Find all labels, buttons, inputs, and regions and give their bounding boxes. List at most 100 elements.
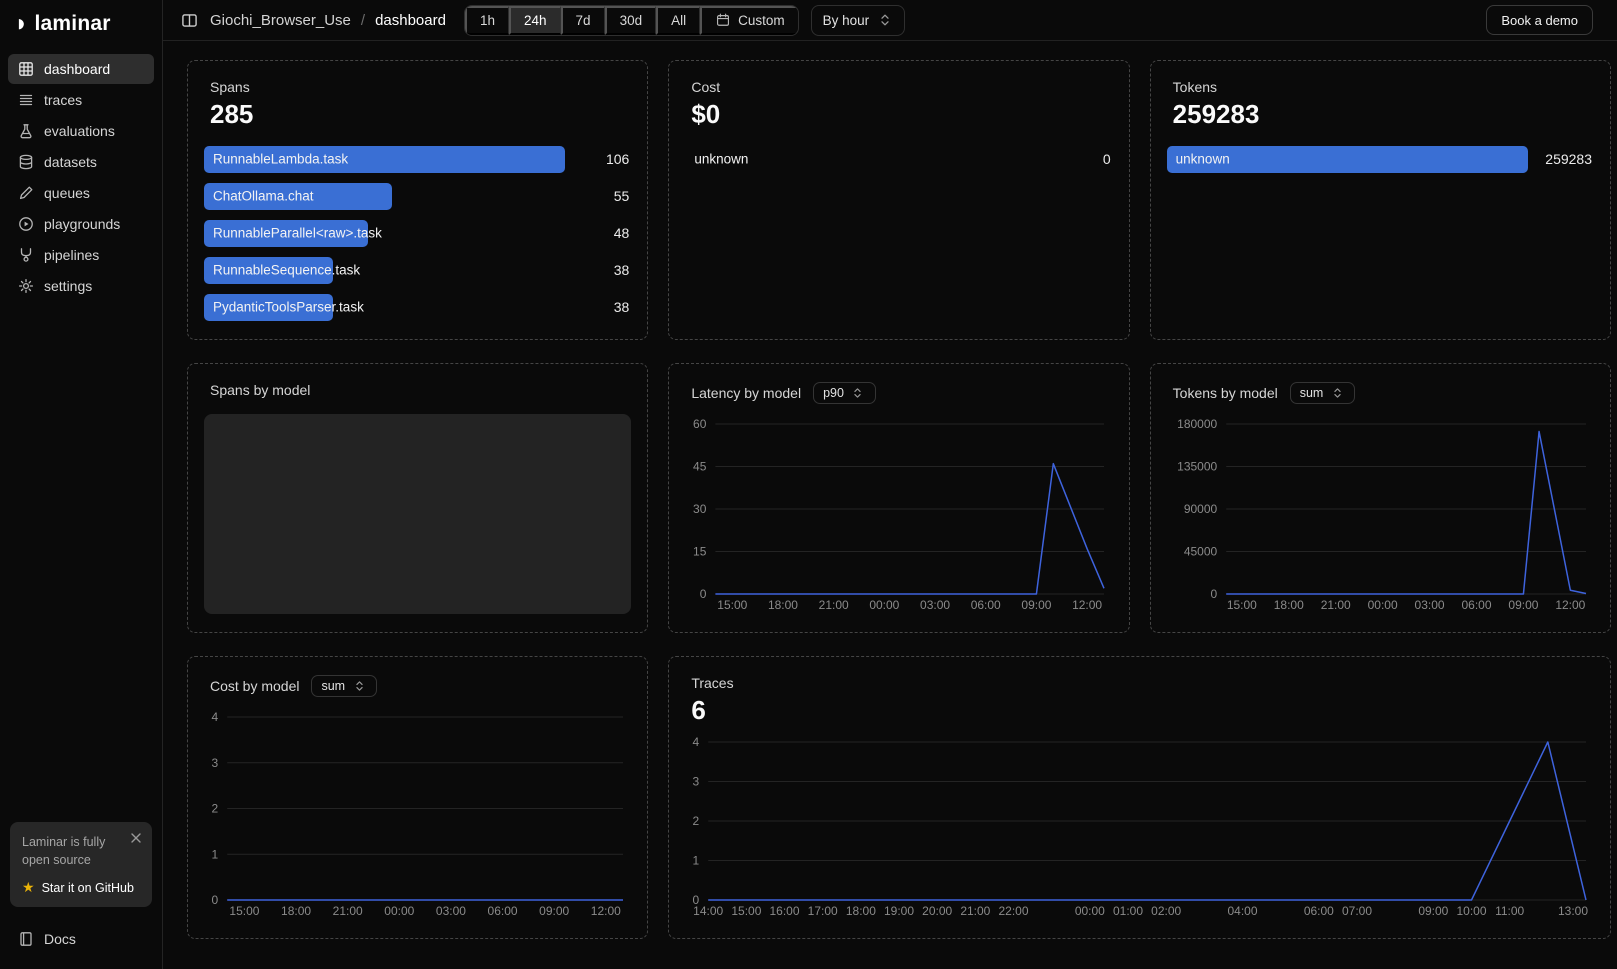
sidebar-item-dashboard[interactable]: dashboard bbox=[8, 54, 154, 84]
sidebar-bottom: Laminar is fully open source ★ Star it o… bbox=[0, 822, 162, 969]
latency-aggregation-select[interactable]: p90 bbox=[813, 382, 876, 404]
svg-text:03:00: 03:00 bbox=[436, 904, 466, 918]
spans-bar-list: RunnableLambda.task 106 ChatOllama.chat … bbox=[204, 146, 631, 321]
svg-text:15:00: 15:00 bbox=[718, 598, 748, 612]
open-source-toast: Laminar is fully open source ★ Star it o… bbox=[10, 822, 152, 907]
breadcrumb-separator: / bbox=[361, 12, 365, 29]
docs-link[interactable]: Docs bbox=[0, 923, 162, 969]
svg-text:180000: 180000 bbox=[1177, 418, 1217, 431]
cost-aggregation-select[interactable]: sum bbox=[311, 675, 377, 697]
sidebar-item-evaluations[interactable]: evaluations bbox=[8, 116, 154, 146]
svg-text:21:00: 21:00 bbox=[961, 904, 991, 918]
tokens-by-model-title: Tokens by model bbox=[1173, 385, 1278, 401]
svg-text:2: 2 bbox=[693, 814, 700, 828]
bar-label: unknown bbox=[694, 152, 748, 167]
group-by-select[interactable]: By hour bbox=[811, 5, 906, 36]
tokens-card: Tokens 259283 unknown 259283 bbox=[1150, 60, 1611, 340]
chevron-up-down-icon bbox=[877, 13, 893, 27]
breadcrumb-project[interactable]: Giochi_Browser_Use bbox=[210, 12, 351, 29]
spans-bar-row: RunnableLambda.task 106 bbox=[204, 146, 631, 173]
svg-text:4: 4 bbox=[212, 711, 219, 724]
svg-text:09:00: 09:00 bbox=[1022, 598, 1052, 612]
svg-text:30: 30 bbox=[693, 502, 707, 516]
cost-by-model-title: Cost by model bbox=[210, 678, 299, 694]
svg-text:21:00: 21:00 bbox=[333, 904, 363, 918]
sidebar-item-label: datasets bbox=[44, 154, 97, 170]
svg-text:90000: 90000 bbox=[1183, 502, 1217, 516]
top-bar: Giochi_Browser_Use / dashboard 1h 24h 7d… bbox=[163, 0, 1617, 41]
svg-text:60: 60 bbox=[693, 418, 707, 431]
sidebar-item-queues[interactable]: queues bbox=[8, 178, 154, 208]
toast-message: Laminar is fully open source bbox=[22, 833, 108, 869]
range-button-24h[interactable]: 24h bbox=[509, 6, 561, 35]
group-by-value: By hour bbox=[823, 13, 870, 28]
bar-label: RunnableSequence.task bbox=[213, 263, 360, 278]
svg-text:09:00: 09:00 bbox=[539, 904, 569, 918]
svg-text:06:00: 06:00 bbox=[1304, 904, 1334, 918]
laminar-logo-text: laminar bbox=[35, 12, 111, 36]
sidebar-item-traces[interactable]: traces bbox=[8, 85, 154, 115]
custom-range-button[interactable]: Custom bbox=[700, 6, 798, 35]
svg-text:00:00: 00:00 bbox=[870, 598, 900, 612]
bar-value: 55 bbox=[579, 188, 631, 204]
sidebar-item-settings[interactable]: settings bbox=[8, 271, 154, 301]
bar-value: 0 bbox=[1061, 151, 1113, 167]
sidebar-item-label: evaluations bbox=[44, 123, 115, 139]
svg-text:15: 15 bbox=[693, 545, 707, 559]
svg-text:16:00: 16:00 bbox=[770, 904, 800, 918]
svg-text:06:00: 06:00 bbox=[1461, 598, 1491, 612]
spans-bar-row: PydanticToolsParser.task 38 bbox=[204, 294, 631, 321]
sidebar-item-label: dashboard bbox=[44, 61, 110, 77]
svg-text:22:00: 22:00 bbox=[999, 904, 1029, 918]
svg-text:01:00: 01:00 bbox=[1113, 904, 1143, 918]
tokens-line-chart: 0450009000013500018000015:0018:0021:0000… bbox=[1167, 418, 1594, 614]
chevron-up-down-icon bbox=[351, 680, 367, 692]
tokens-card-title: Tokens bbox=[1173, 79, 1594, 95]
close-icon[interactable] bbox=[130, 832, 142, 844]
svg-text:09:00: 09:00 bbox=[1508, 598, 1538, 612]
pipeline-icon bbox=[18, 247, 34, 263]
dashboard-grid: Spans 285 RunnableLambda.task 106 ChatOl… bbox=[187, 60, 1611, 939]
flask-icon bbox=[18, 123, 34, 139]
bar-label: RunnableLambda.task bbox=[213, 152, 348, 167]
svg-text:15:00: 15:00 bbox=[732, 904, 762, 918]
database-icon bbox=[18, 154, 34, 170]
svg-text:18:00: 18:00 bbox=[846, 904, 876, 918]
bar-label: ChatOllama.chat bbox=[213, 189, 314, 204]
book-demo-button[interactable]: Book a demo bbox=[1486, 5, 1593, 35]
tokens-aggregation-select[interactable]: sum bbox=[1290, 382, 1356, 404]
sidebar-item-pipelines[interactable]: pipelines bbox=[8, 240, 154, 270]
sidebar-toggle-icon[interactable] bbox=[181, 12, 198, 29]
pen-icon bbox=[18, 185, 34, 201]
range-button-7d[interactable]: 7d bbox=[561, 6, 605, 35]
sidebar-item-playgrounds[interactable]: playgrounds bbox=[8, 209, 154, 239]
range-button-30d[interactable]: 30d bbox=[605, 6, 657, 35]
sidebar-nav: dashboard traces evaluations datasets qu… bbox=[0, 52, 162, 303]
svg-text:45: 45 bbox=[693, 460, 707, 474]
svg-text:03:00: 03:00 bbox=[920, 598, 950, 612]
star-on-github-link[interactable]: ★ Star it on GitHub bbox=[22, 879, 140, 896]
bar-label: PydanticToolsParser.task bbox=[213, 300, 364, 315]
star-on-github-label: Star it on GitHub bbox=[42, 881, 134, 895]
cost-card: Cost $0 unknown 0 bbox=[668, 60, 1129, 340]
traces-card: Traces 6 0123414:0015:0016:0017:0018:001… bbox=[668, 656, 1611, 939]
svg-text:19:00: 19:00 bbox=[884, 904, 914, 918]
range-button-all[interactable]: All bbox=[656, 6, 700, 35]
time-range-selector: 1h 24h 7d 30d All Custom bbox=[464, 5, 799, 36]
tokens-total: 259283 bbox=[1173, 100, 1594, 130]
bar-value: 106 bbox=[579, 151, 631, 167]
latency-aggregation-value: p90 bbox=[823, 386, 844, 400]
svg-text:18:00: 18:00 bbox=[1273, 598, 1303, 612]
empty-chart-placeholder bbox=[204, 414, 631, 614]
cost-card-title: Cost bbox=[691, 79, 1112, 95]
svg-text:14:00: 14:00 bbox=[694, 904, 724, 918]
range-button-1h[interactable]: 1h bbox=[465, 6, 509, 35]
svg-text:21:00: 21:00 bbox=[1320, 598, 1350, 612]
svg-text:12:00: 12:00 bbox=[1555, 598, 1585, 612]
svg-text:2: 2 bbox=[212, 802, 219, 816]
svg-text:12:00: 12:00 bbox=[591, 904, 621, 918]
svg-text:06:00: 06:00 bbox=[971, 598, 1001, 612]
dashboard-content: Spans 285 RunnableLambda.task 106 ChatOl… bbox=[163, 41, 1617, 969]
svg-text:0: 0 bbox=[700, 587, 707, 601]
sidebar-item-datasets[interactable]: datasets bbox=[8, 147, 154, 177]
